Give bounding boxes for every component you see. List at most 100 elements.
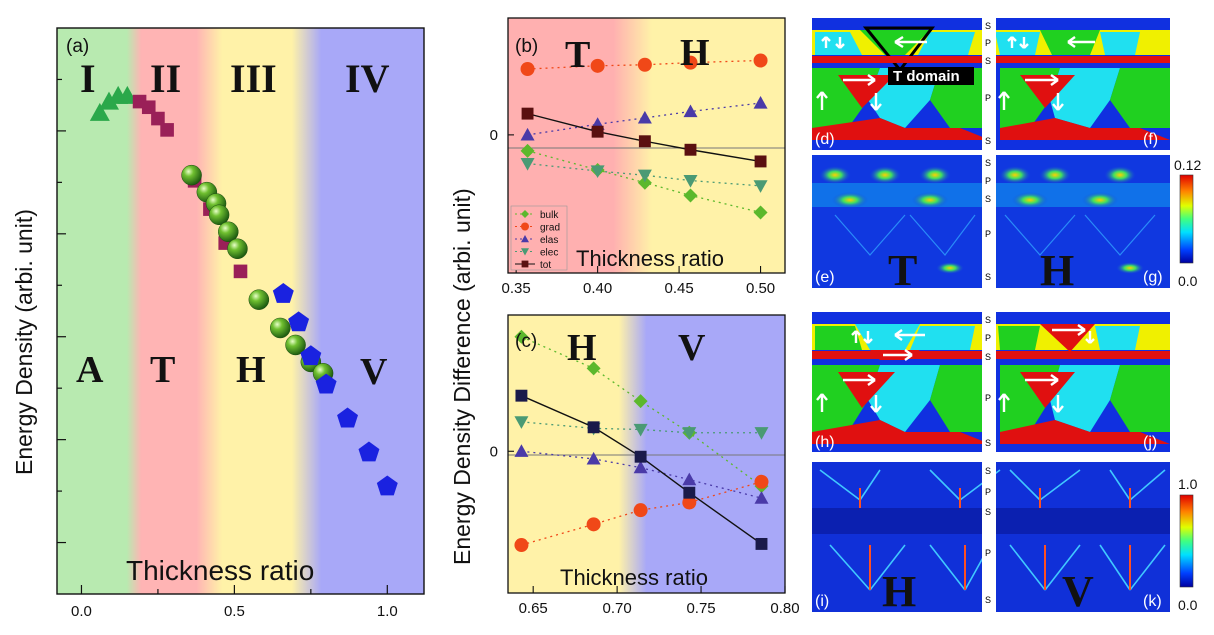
phase-label-v: V <box>360 351 388 393</box>
region-label-4: IV <box>345 56 390 101</box>
domain-shape <box>812 420 990 444</box>
vertical-walls <box>859 488 1131 590</box>
polarization-arrows <box>816 35 1095 111</box>
strip-s: S <box>985 158 991 168</box>
wall-line <box>1009 469 1166 501</box>
domain-shape <box>995 32 1040 55</box>
point-t <box>141 100 156 115</box>
strip-s: S <box>985 438 991 448</box>
colorbar-2: 1.0 0.0 <box>1178 476 1198 613</box>
legend-label-elas: elas <box>540 235 558 246</box>
point-elec <box>520 157 535 171</box>
point-tot <box>754 155 767 168</box>
strip-s: S <box>985 194 991 204</box>
hot-spot <box>1012 192 1048 208</box>
hot-spot <box>999 166 1031 184</box>
panel-b: 0.35 0.40 0.45 0.50 0 (b) T H Thickness rati… <box>490 17 786 297</box>
legend-label-bulk: bulk <box>540 210 559 221</box>
point-grad <box>633 503 648 518</box>
hot-spot <box>919 166 951 184</box>
point-elas <box>682 472 697 486</box>
arrow <box>1052 324 1086 336</box>
point-v <box>272 283 294 303</box>
sp-strip <box>982 155 996 288</box>
legend-marker-elec <box>521 248 529 256</box>
sp-strip <box>982 462 996 612</box>
hot-spot <box>1082 192 1118 208</box>
domain-shape <box>812 118 990 140</box>
t-domain-label: T domain <box>893 68 960 85</box>
panel-b-x-ticks: 0.35 0.40 0.45 0.50 0 <box>490 127 776 297</box>
map-letter-h2: H <box>882 567 916 616</box>
point-v <box>358 441 380 462</box>
panel-a-y-ticks <box>57 78 66 544</box>
arrow <box>998 91 1010 110</box>
x-tick-label: 0.80 <box>770 600 799 617</box>
point-elec <box>590 165 605 178</box>
point-v <box>300 345 322 366</box>
domain-text-box <box>888 67 974 85</box>
arrow <box>1067 36 1095 48</box>
arrow <box>870 93 882 111</box>
point-tot <box>521 107 534 120</box>
point-a <box>98 91 119 110</box>
point-grad <box>586 517 601 532</box>
arrow <box>851 330 861 343</box>
point-v <box>337 407 359 428</box>
domain-shape <box>1000 420 1170 444</box>
domain-shape <box>815 326 862 350</box>
point-grad <box>637 57 652 72</box>
legend-label-elec: elec <box>540 248 558 259</box>
point-bulk <box>586 361 601 376</box>
map-label-h: (h) <box>815 434 835 451</box>
point-h <box>248 289 270 310</box>
point-bulk <box>520 143 535 158</box>
point-tot <box>683 486 696 499</box>
colorbar-2-max: 1.0 <box>1178 476 1198 492</box>
hot-spot <box>819 166 851 184</box>
map-label-f: (f) <box>1143 131 1158 148</box>
panel-a-x-ticks: 0.0 0.5 1.0 <box>71 585 398 620</box>
point-grad <box>682 495 697 510</box>
t-domain-outline <box>862 26 936 73</box>
domain-shape <box>1000 118 1170 140</box>
sp-strip <box>982 312 996 452</box>
point-tot <box>755 537 768 550</box>
domain-shape <box>918 32 975 55</box>
panel-a: 0.0 0.5 1.0 (a) I II III IV A T H V Thickn… <box>11 27 425 620</box>
strip-p: P <box>985 176 991 186</box>
x-tick-label: 0.40 <box>583 280 612 297</box>
point-tot <box>591 125 604 138</box>
arrow <box>894 35 927 49</box>
point-v <box>376 475 398 496</box>
x-tick-label: 0.50 <box>746 280 775 297</box>
hot-spot <box>1104 166 1136 184</box>
arrow <box>816 91 828 110</box>
map-label-d: (d) <box>815 131 835 148</box>
arrow <box>816 393 828 412</box>
point-bulk <box>683 188 698 203</box>
arrow <box>1052 395 1064 413</box>
domain-shape <box>910 326 975 350</box>
wall-line <box>834 214 906 256</box>
legend-label-grad: grad <box>540 223 560 234</box>
wall-line <box>1004 214 1076 256</box>
wall-line <box>1009 544 1166 591</box>
domain-maps: T domain S P S P S (d) (f) <box>812 18 1201 616</box>
point-tot <box>634 450 647 463</box>
domain-shape <box>838 75 895 108</box>
legend-marker-tot <box>521 260 529 268</box>
point-t <box>233 264 248 279</box>
y-tick-label: 0 <box>490 443 498 460</box>
panel-c-phase-h: H <box>567 327 597 369</box>
point-t <box>151 111 165 126</box>
point-elas <box>520 127 535 141</box>
point-tot <box>638 135 651 148</box>
phase-label-a: A <box>76 349 104 391</box>
colorbar-1: 0.12 0.0 <box>1174 157 1201 289</box>
hot-spot <box>912 192 948 208</box>
map-h-j: S P S P S (h) (j) <box>812 312 1170 452</box>
domain-shape <box>1020 75 1075 108</box>
